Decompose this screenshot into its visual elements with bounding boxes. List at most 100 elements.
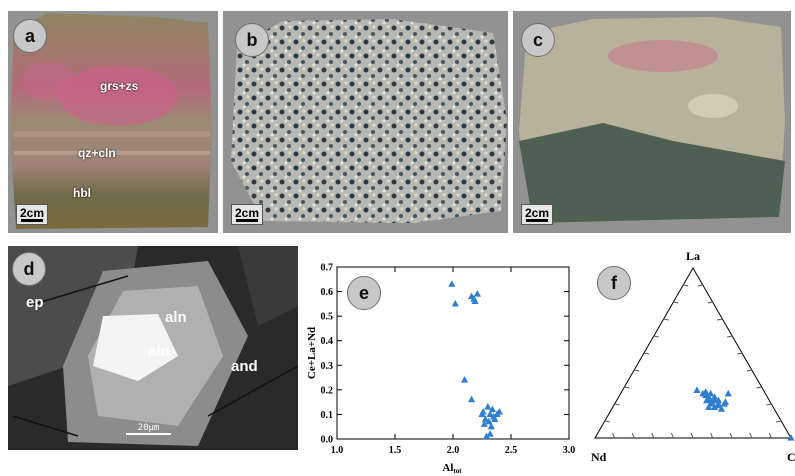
x-axis-label: Altot (442, 462, 462, 474)
y-tick-label: 0.5 (321, 312, 334, 323)
panel-label-c: c (521, 23, 555, 57)
ternary-tick (717, 318, 723, 321)
data-point (721, 398, 729, 405)
ternary-tick (651, 432, 655, 439)
data-point (705, 403, 713, 410)
data-point (703, 396, 711, 404)
vertex-label-right: C (787, 450, 795, 464)
ternary-tick (768, 432, 772, 439)
mineral-label-aln-outer: aln (165, 309, 187, 326)
ternary-tick (776, 420, 782, 423)
scale-bar-label: 2cm (235, 206, 260, 220)
data-point (724, 389, 732, 397)
y-axis-label: Ce+La+Nd (306, 327, 318, 379)
panel-f-chart: La Nd C (591, 249, 795, 464)
data-point (448, 280, 456, 287)
y-tick-label: 0.4 (321, 336, 334, 347)
ternary-tick (653, 335, 659, 338)
data-point (710, 403, 719, 410)
x-tick-label: 3.0 (563, 445, 576, 456)
panel-label-e: e (347, 276, 381, 310)
mineral-label-and: and (231, 358, 258, 375)
y-tick-label: 0.7 (321, 263, 334, 274)
panel-label-a: a (13, 19, 47, 53)
mineral-label-qz-cln: qz+cln (78, 146, 116, 160)
scale-bar-d: 20μm (126, 423, 171, 435)
scale-bar-c: 2cm (521, 204, 554, 225)
mineral-label-ep: ep (26, 294, 44, 311)
scale-bar-b: 2cm (231, 204, 264, 225)
y-tick-label: 0.3 (321, 361, 334, 372)
data-point (471, 297, 479, 304)
ternary-tick (710, 432, 714, 439)
vertex-label-top: La (686, 249, 700, 263)
rock-photo-c (513, 11, 791, 233)
data-point (488, 405, 497, 413)
y-tick-label: 0.1 (321, 410, 334, 421)
scale-bar-label: 20μm (137, 423, 160, 433)
data-point (467, 395, 476, 403)
data-point (707, 389, 715, 397)
mineral-label-hbl: hbl (73, 186, 91, 200)
rock-photo-a (8, 11, 218, 233)
x-tick-label: 1.5 (389, 445, 402, 456)
data-point (487, 422, 495, 430)
data-point (486, 430, 494, 437)
ternary-tick (624, 386, 630, 389)
panel-c: c 2cm (513, 11, 791, 233)
panel-label-b: b (235, 23, 269, 57)
scale-bar-label: 2cm (525, 206, 550, 220)
data-point (717, 405, 726, 412)
x-tick-label: 1.0 (331, 445, 344, 456)
ternary-tick (690, 432, 694, 439)
data-point (486, 410, 494, 418)
panel-label-d: d (12, 252, 46, 286)
ternary-tick (749, 432, 753, 439)
y-tick-label: 0.0 (321, 435, 334, 446)
scale-bar-a: 2cm (16, 204, 49, 225)
mineral-label-aln-inner: aln (148, 343, 170, 360)
data-point (478, 410, 486, 418)
data-point (714, 396, 723, 404)
scale-bar-label: 2cm (20, 206, 45, 220)
ternary-tick (729, 432, 733, 439)
ternary-tick (766, 403, 772, 406)
panel-label-f: f (597, 266, 631, 300)
data-point (702, 388, 710, 395)
ternary-tick (673, 301, 679, 304)
ternary-tick (614, 403, 620, 406)
data-point (484, 403, 492, 410)
ternary-tick (631, 432, 635, 439)
ternary-tick (670, 432, 674, 439)
ternary-tick (756, 386, 762, 389)
ternary-tick (707, 301, 713, 304)
data-point (710, 393, 719, 400)
ternary-tick (746, 369, 752, 372)
y-tick-label: 0.6 (321, 287, 334, 298)
panel-b: b 2cm (223, 11, 508, 233)
vertex-label-left: Nd (591, 450, 607, 464)
mineral-label-grs-zs: grs+zs (100, 79, 139, 93)
x-tick-label: 2.5 (505, 445, 518, 456)
ternary-tick (697, 284, 703, 287)
panel-a: a grs+zs qz+cln hbl 2cm (8, 11, 218, 233)
ternary-tick (634, 369, 640, 372)
panel-d: d ep aln aln and 20μm (8, 246, 298, 450)
ternary-tick (612, 432, 616, 439)
data-point (485, 417, 493, 425)
rock-photo-b (223, 11, 508, 233)
y-tick-label: 0.2 (321, 385, 334, 396)
data-point (483, 432, 491, 440)
data-point (461, 376, 469, 383)
x-tick-label: 2.0 (447, 445, 460, 456)
data-point (693, 386, 701, 393)
data-point (481, 415, 490, 422)
data-point (451, 299, 459, 307)
ternary-tick (736, 352, 743, 355)
data-point (495, 407, 503, 415)
panel-e-chart: 0.0 0.1 0.2 0.3 0.4 0.5 0.6 0.7 1.0 1.5 2.0 2.5 3.0… (306, 263, 576, 475)
data-point (491, 415, 499, 422)
ternary-tick (663, 318, 669, 321)
ternary-tick (643, 352, 650, 355)
ternary-tick (727, 335, 733, 338)
